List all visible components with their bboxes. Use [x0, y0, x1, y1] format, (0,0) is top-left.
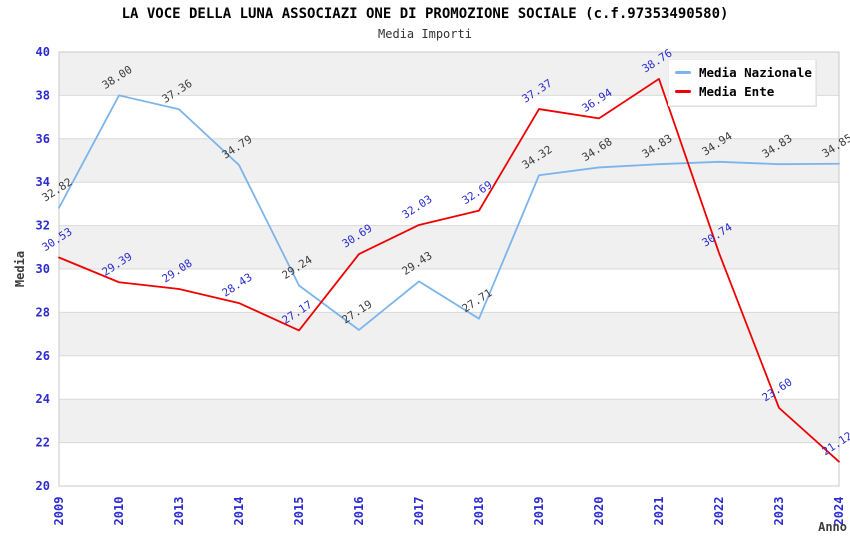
x-tick-label: 2016 — [352, 497, 366, 526]
y-tick-label: 24 — [36, 392, 50, 406]
x-tick-label: 2013 — [172, 497, 186, 526]
y-tick-label: 40 — [36, 45, 50, 59]
legend-item-media-ente[interactable]: Media Ente — [669, 82, 815, 101]
plot-band — [59, 225, 839, 269]
x-tick-label: 2015 — [292, 497, 306, 526]
x-tick-label: 2018 — [472, 497, 486, 526]
y-tick-label: 34 — [36, 175, 50, 189]
plot-border — [58, 51, 840, 487]
y-tick-label: 20 — [36, 479, 50, 493]
x-tick-label: 2024 — [832, 497, 846, 526]
y-tick-label: 30 — [36, 262, 50, 276]
legend: Media Nazionale Media Ente — [668, 59, 816, 106]
plot-band — [59, 182, 839, 226]
x-tick-label: 2017 — [412, 497, 426, 526]
x-tick-label: 2009 — [52, 497, 66, 526]
x-tick-label: 2019 — [532, 497, 546, 526]
x-tick-label: 2020 — [592, 497, 606, 526]
x-tick-label: 2021 — [652, 497, 666, 526]
chart-title: LA VOCE DELLA LUNA ASSOCIAZI ONE DI PROM… — [121, 6, 729, 22]
x-tick-label: 2014 — [232, 497, 246, 526]
plot-band — [59, 138, 839, 183]
y-tick-label: 38 — [36, 88, 50, 102]
y-tick-label: 28 — [36, 305, 50, 319]
y-tick-label: 32 — [36, 219, 50, 233]
plot-band — [59, 312, 839, 356]
y-tick-label: 36 — [36, 132, 50, 146]
x-tick-label: 2010 — [112, 497, 126, 526]
x-tick-label: 2023 — [772, 497, 786, 526]
chart-subtitle: Media Importi — [378, 27, 472, 41]
plot-band — [59, 399, 839, 443]
y-tick-label: 22 — [36, 436, 50, 450]
legend-line-marker-ente — [675, 90, 691, 93]
y-tick-label: 26 — [36, 349, 50, 363]
y-axis-title: Media — [13, 251, 27, 287]
plot-band — [59, 355, 839, 400]
x-axis-title: Anno — [818, 520, 847, 534]
series-line-media-nazionale — [58, 94, 840, 331]
legend-label: Media Nazionale — [699, 65, 812, 80]
legend-label: Media Ente — [699, 84, 775, 99]
plot-band — [59, 442, 839, 486]
series-line-media-ente — [58, 78, 840, 463]
x-tick-label: 2022 — [712, 497, 726, 526]
legend-item-media-nazionale[interactable]: Media Nazionale — [669, 63, 815, 82]
legend-line-marker-nazionale — [675, 71, 691, 74]
